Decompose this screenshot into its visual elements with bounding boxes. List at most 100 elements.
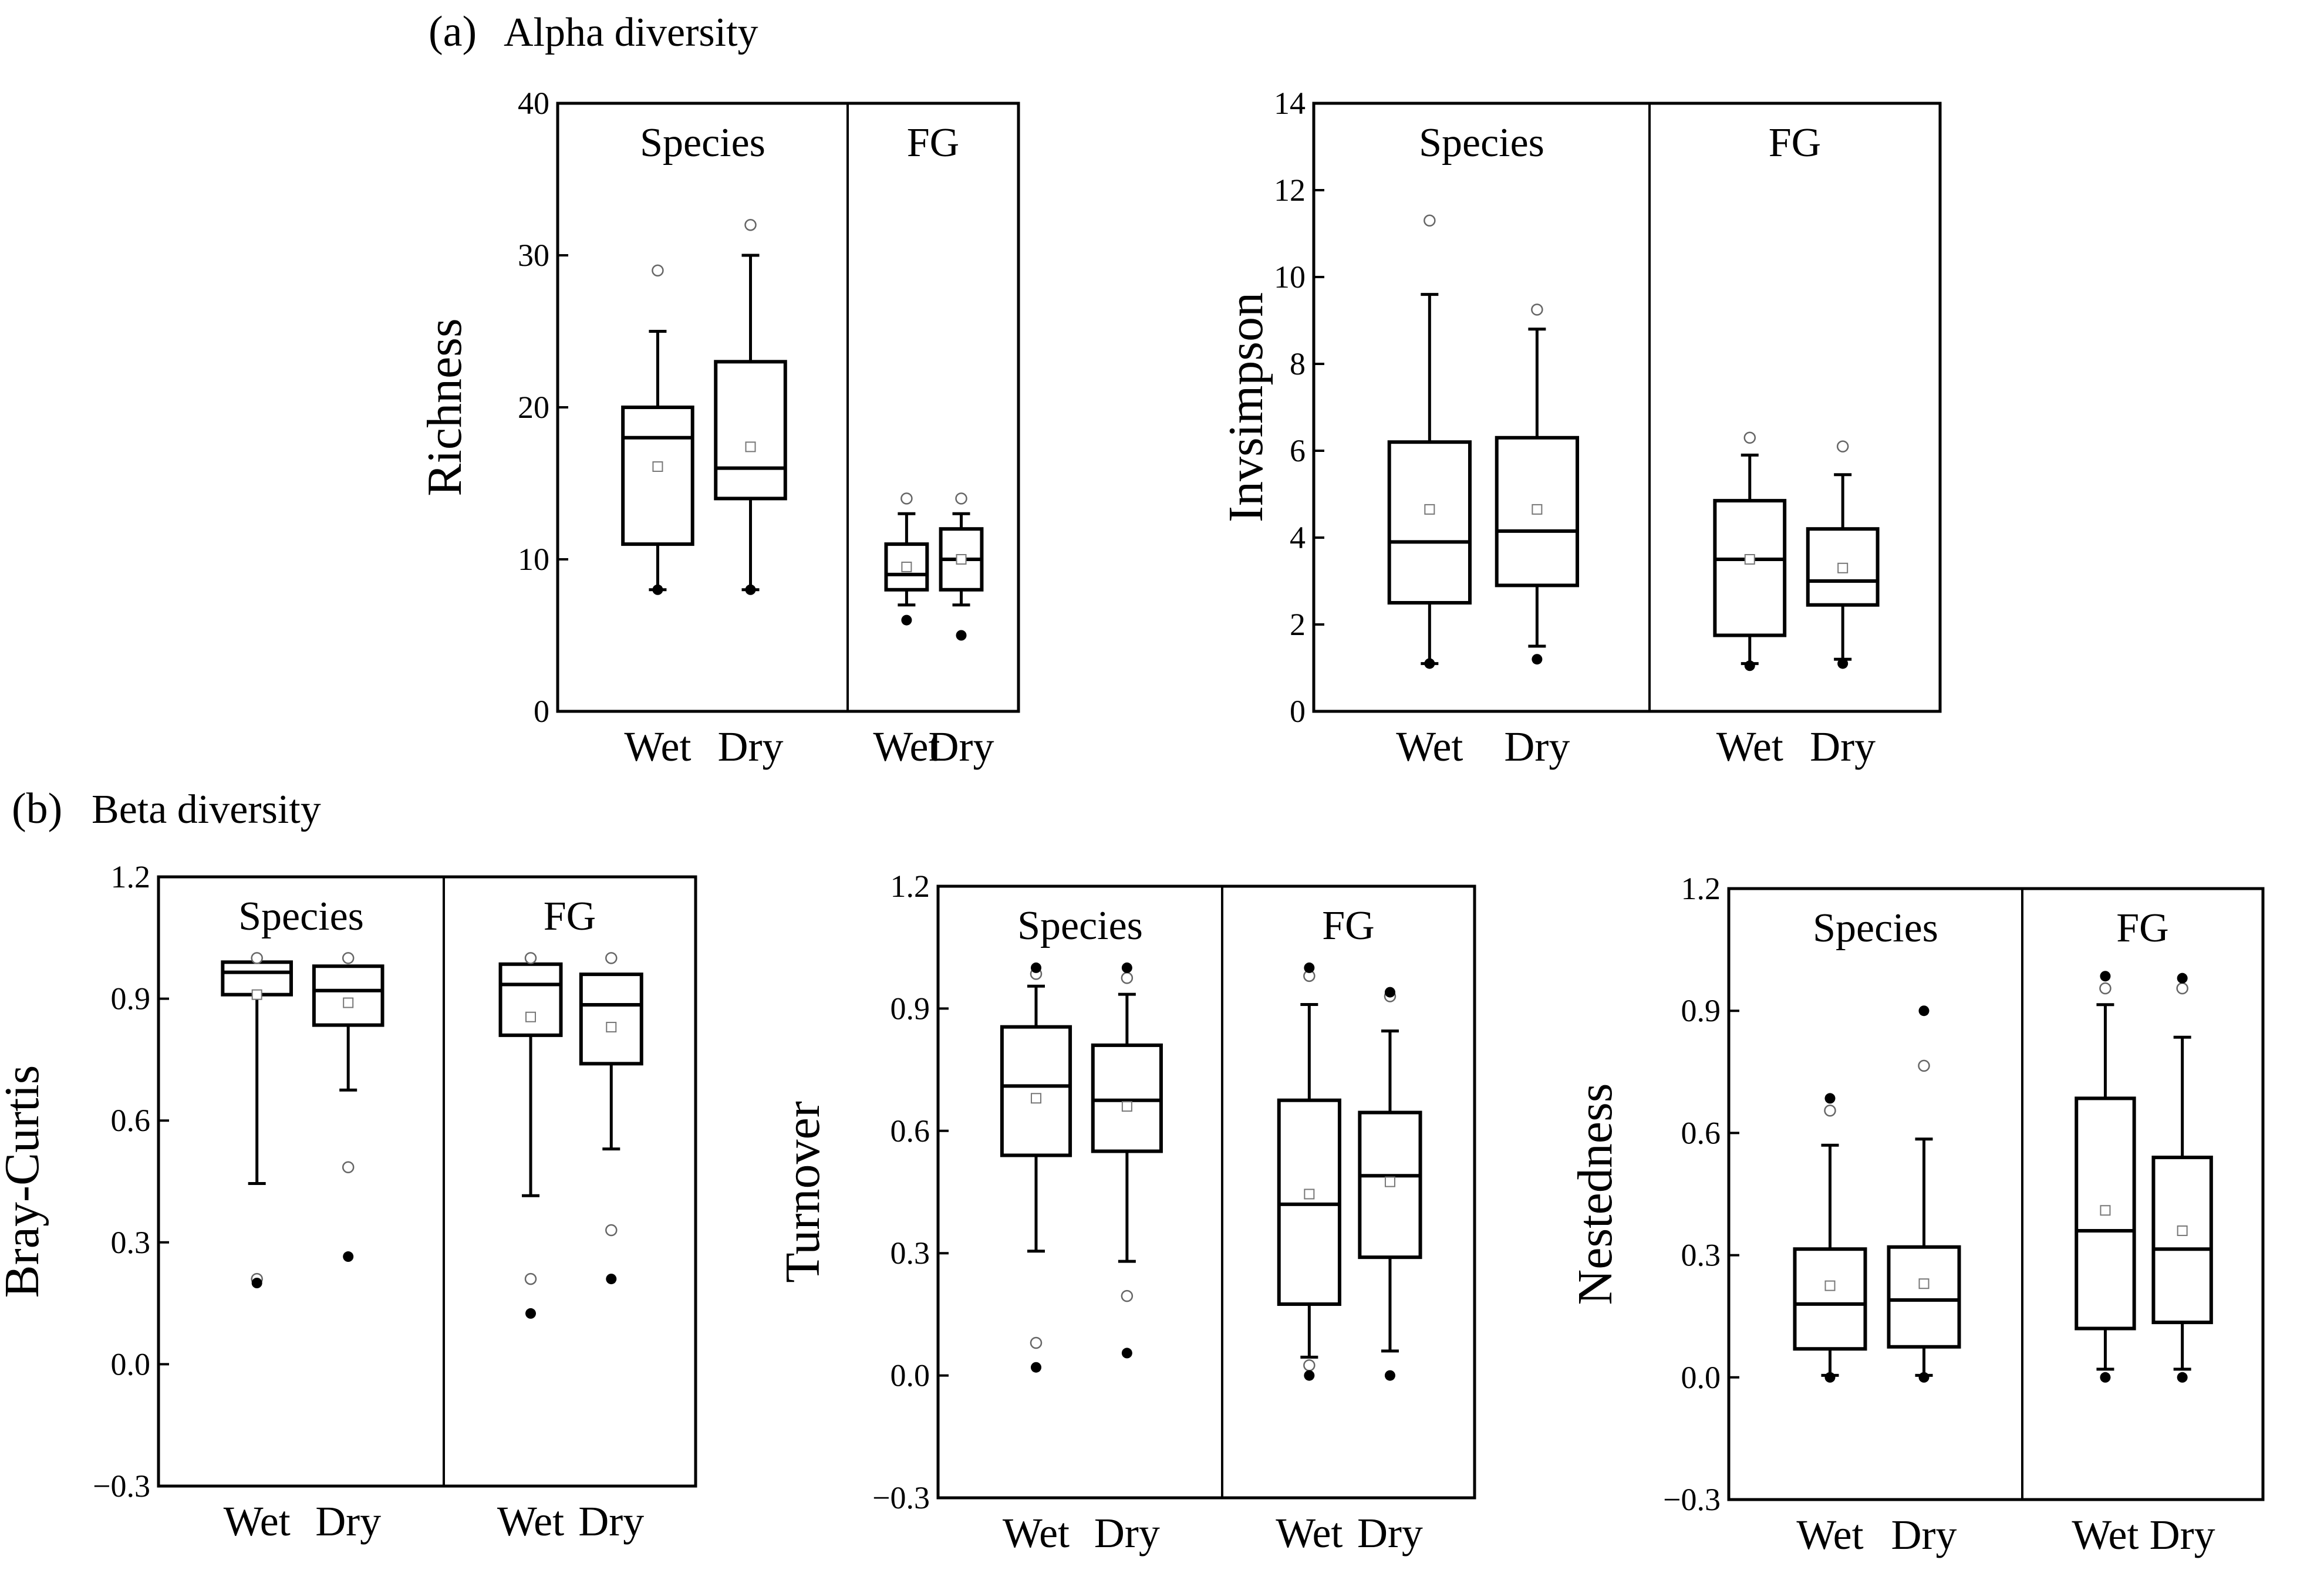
section-title-alpha: Alpha diversity xyxy=(504,10,758,55)
plot-turnover: −0.3 0.0 0.3 0.6 0.9 1.2 Turnover Species Wet Dry… xyxy=(775,869,1476,1557)
outlier-open xyxy=(342,1161,355,1174)
outlier-open xyxy=(955,492,967,505)
outlier-filled xyxy=(525,1308,537,1319)
box-fg-dry xyxy=(1806,440,1880,669)
y-tick-label: 30 xyxy=(518,238,549,273)
mean-marker xyxy=(1030,1093,1041,1104)
outlier-filled xyxy=(1384,1370,1395,1381)
outlier-filled xyxy=(956,630,967,641)
section-label-beta: (b) xyxy=(12,785,62,833)
y-tick-label: 0.0 xyxy=(891,1358,930,1393)
y-tick-label: 1.2 xyxy=(111,859,151,894)
outlier-open xyxy=(251,952,263,964)
box-fg-wet xyxy=(2075,971,2136,1383)
y-tick-label: 0.9 xyxy=(111,981,151,1017)
outlier-filled xyxy=(1030,1362,1041,1373)
panel-label-species: Species xyxy=(1017,903,1143,948)
outlier-filled xyxy=(1121,962,1132,973)
panel-label-fg: FG xyxy=(1322,903,1374,948)
y-tick-label: 10 xyxy=(518,542,549,577)
outlier-filled xyxy=(2100,971,2111,982)
outlier-open xyxy=(1030,1336,1043,1349)
y-tick-label: 0.3 xyxy=(111,1225,151,1260)
plot-frame-nestedness xyxy=(1727,887,2265,1501)
mean-marker xyxy=(1532,504,1543,515)
plot-frame-invsimpson xyxy=(1312,102,1942,713)
outlier-open xyxy=(342,952,355,964)
outlier-filled xyxy=(2100,1372,2111,1383)
outlier-filled xyxy=(1824,1372,1836,1383)
box-iqr xyxy=(714,360,787,501)
outlier-filled xyxy=(1304,962,1315,973)
panel-label-species: Species xyxy=(1813,906,1938,951)
plot-frame-turnover xyxy=(936,884,1476,1500)
x-tick-label: Wet xyxy=(2072,1511,2139,1558)
box-species-dry xyxy=(714,218,787,595)
plot-invsimpson: 0 2 4 6 8 10 12 14 Invsimpson Species Wet Dry FG Wet D… xyxy=(1219,86,1942,770)
y-tick-label: 20 xyxy=(518,390,549,425)
mean-marker xyxy=(745,441,756,453)
y-tick-label: 6 xyxy=(1290,433,1306,468)
outlier-open xyxy=(1303,1359,1316,1372)
y-tick-label: 10 xyxy=(1274,259,1306,295)
mean-marker xyxy=(1121,1101,1132,1112)
box-iqr xyxy=(1091,1043,1163,1153)
outlier-filled xyxy=(1532,654,1543,665)
outlier-open xyxy=(900,492,913,505)
outlier-open xyxy=(1121,972,1134,984)
outlier-filled xyxy=(1030,962,1041,973)
outlier-filled xyxy=(1304,1370,1315,1381)
y-tick-label: 2 xyxy=(1290,607,1306,642)
x-tick-label: Wet xyxy=(1276,1510,1343,1557)
mean-marker xyxy=(1304,1189,1315,1200)
y-tick-label: 8 xyxy=(1290,346,1306,381)
box-species-wet xyxy=(1387,214,1472,669)
outlier-open xyxy=(1824,1104,1836,1117)
panel-label-species: Species xyxy=(1419,120,1544,166)
outlier-open xyxy=(2099,982,2111,995)
y-tick-label: 0.6 xyxy=(111,1103,151,1138)
outlier-filled xyxy=(1837,658,1849,669)
outlier-filled xyxy=(1424,658,1435,669)
box-species-wet xyxy=(221,952,293,1288)
y-tick-label: −0.3 xyxy=(93,1468,150,1504)
outlier-filled xyxy=(251,1278,262,1288)
box-species-dry xyxy=(1091,962,1163,1359)
x-tick-label: Wet xyxy=(1716,723,1783,770)
outlier-filled xyxy=(1384,987,1395,998)
mean-marker xyxy=(1918,1278,1930,1289)
box-species-dry xyxy=(312,952,384,1262)
box-iqr xyxy=(498,962,563,1037)
y-tick-label: 12 xyxy=(1274,173,1306,208)
y-tick-label: 14 xyxy=(1274,86,1306,121)
mean-marker xyxy=(606,1022,617,1033)
x-tick-label: Wet xyxy=(224,1498,291,1545)
y-tick-label: 4 xyxy=(1290,520,1306,555)
box-species-wet xyxy=(1793,1093,1867,1383)
y-tick-label: 0.3 xyxy=(1681,1238,1721,1273)
mean-marker xyxy=(1424,504,1435,515)
x-tick-label: Dry xyxy=(929,723,994,770)
panel-label-species: Species xyxy=(640,120,765,166)
box-fg-dry xyxy=(2151,973,2213,1383)
box-species-wet xyxy=(1000,962,1072,1373)
box-fg-wet xyxy=(498,952,563,1319)
box-iqr xyxy=(1793,1247,1867,1351)
box-species-dry xyxy=(1887,1005,1961,1383)
plot-bray_curtis: −0.3 0.0 0.3 0.6 0.9 1.2 Bray-Curtis Species Wet… xyxy=(0,859,697,1545)
outlier-open xyxy=(2176,982,2188,995)
outlier-open xyxy=(1836,440,1849,453)
x-tick-label: Wet xyxy=(1396,723,1463,770)
y-tick-label: 40 xyxy=(518,86,549,121)
outlier-filled xyxy=(745,584,756,595)
section-title-beta: Beta diversity xyxy=(92,787,321,832)
mean-marker xyxy=(1824,1280,1836,1291)
outlier-filled xyxy=(1121,1348,1132,1359)
x-tick-label: Dry xyxy=(1094,1510,1160,1557)
mean-marker xyxy=(2100,1205,2111,1216)
x-tick-label: Wet xyxy=(497,1498,564,1545)
box-iqr xyxy=(1713,499,1787,637)
outlier-filled xyxy=(1918,1372,1930,1383)
y-axis-label: Bray-Curtis xyxy=(0,1065,49,1298)
